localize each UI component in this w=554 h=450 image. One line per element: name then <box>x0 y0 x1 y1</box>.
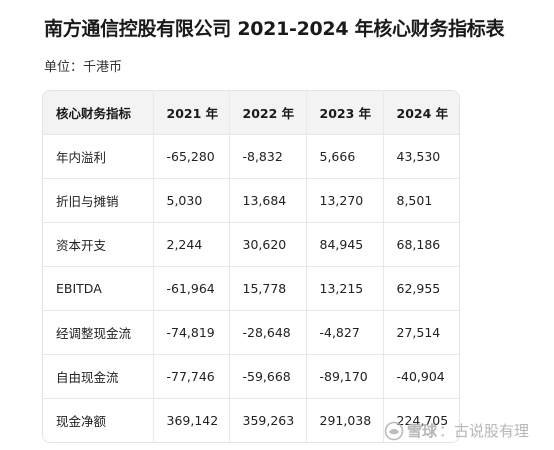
header-2024: 2024 年 <box>383 91 459 135</box>
cell-value: 224,705 <box>396 413 449 428</box>
row-label: 自由现金流 <box>43 354 154 399</box>
cell-value: -61,964 <box>153 266 230 311</box>
cell-value: -8,832 <box>229 134 307 179</box>
table-row: 折旧与摊销 5,030 13,684 13,270 8,501 <box>43 178 459 223</box>
header-2023: 2023 年 <box>306 91 384 135</box>
cell-value: -4,827 <box>306 310 384 355</box>
header-2021: 2021 年 <box>153 91 230 135</box>
cell-value: 68,186 <box>383 222 459 267</box>
snowball-logo-icon <box>384 421 404 440</box>
cell-value: 2,244 <box>153 222 230 267</box>
cell-value: 5,030 <box>153 178 230 223</box>
cell-value: 15,778 <box>229 266 307 311</box>
cell-value: -59,668 <box>229 354 307 399</box>
row-label: EBITDA <box>43 266 154 311</box>
watermark: 雪球 ： 古说股有理 <box>384 420 529 441</box>
watermark-brand: 雪球 <box>407 422 438 440</box>
cell-value: 291,038 <box>306 398 384 442</box>
cell-value: 359,263 <box>229 398 307 442</box>
row-label: 现金净额 <box>43 398 154 442</box>
cell-value: 27,514 <box>383 310 459 355</box>
cell-value: 13,215 <box>306 266 384 311</box>
table-row: 年内溢利 -65,280 -8,832 5,666 43,530 <box>43 134 459 179</box>
row-label: 经调整现金流 <box>43 310 154 355</box>
table-row: 现金净额 369,142 359,263 291,038 224,705 <box>43 398 459 442</box>
cell-value: -28,648 <box>229 310 307 355</box>
page-title: 南方通信控股有限公司 2021-2024 年核心财务指标表 <box>44 18 505 40</box>
financial-table: 核心财务指标 2021 年 2022 年 2023 年 2024 年 年内溢利 … <box>43 91 459 442</box>
cell-value: 62,955 <box>383 266 459 311</box>
cell-value: -77,746 <box>153 354 230 399</box>
cell-value: -65,280 <box>153 134 230 179</box>
unit-label: 单位：千港币 <box>44 60 123 75</box>
header-indicator: 核心财务指标 <box>43 91 154 135</box>
cell-value: 30,620 <box>229 222 307 267</box>
cell-value: 5,666 <box>306 134 384 179</box>
row-label: 折旧与摊销 <box>43 178 154 223</box>
cell-value: 43,530 <box>383 134 459 179</box>
cell-value: 13,684 <box>229 178 307 223</box>
watermark-author: 古说股有理 <box>454 422 530 440</box>
table-row: 经调整现金流 -74,819 -28,648 -4,827 27,514 <box>43 310 459 355</box>
cell-value: -89,170 <box>306 354 384 399</box>
table-row: EBITDA -61,964 15,778 13,215 62,955 <box>43 266 459 311</box>
row-label: 资本开支 <box>43 222 154 267</box>
watermark-separator: ： <box>439 422 455 440</box>
row-label: 年内溢利 <box>43 134 154 179</box>
financial-table-container: 核心财务指标 2021 年 2022 年 2023 年 2024 年 年内溢利 … <box>42 90 460 443</box>
cell-value: 369,142 <box>153 398 230 442</box>
cell-value: -74,819 <box>153 310 230 355</box>
table-row: 资本开支 2,244 30,620 84,945 68,186 <box>43 222 459 267</box>
header-2022: 2022 年 <box>229 91 307 135</box>
cell-value: 13,270 <box>306 178 384 223</box>
cell-value: -40,904 <box>383 354 459 399</box>
table-row: 自由现金流 -77,746 -59,668 -89,170 -40,904 <box>43 354 459 399</box>
table-header-row: 核心财务指标 2021 年 2022 年 2023 年 2024 年 <box>43 91 459 135</box>
cell-value: 84,945 <box>306 222 384 267</box>
cell-value: 8,501 <box>383 178 459 223</box>
